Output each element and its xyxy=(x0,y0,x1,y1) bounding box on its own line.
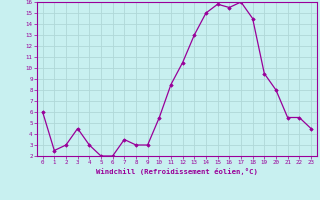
X-axis label: Windchill (Refroidissement éolien,°C): Windchill (Refroidissement éolien,°C) xyxy=(96,168,258,175)
